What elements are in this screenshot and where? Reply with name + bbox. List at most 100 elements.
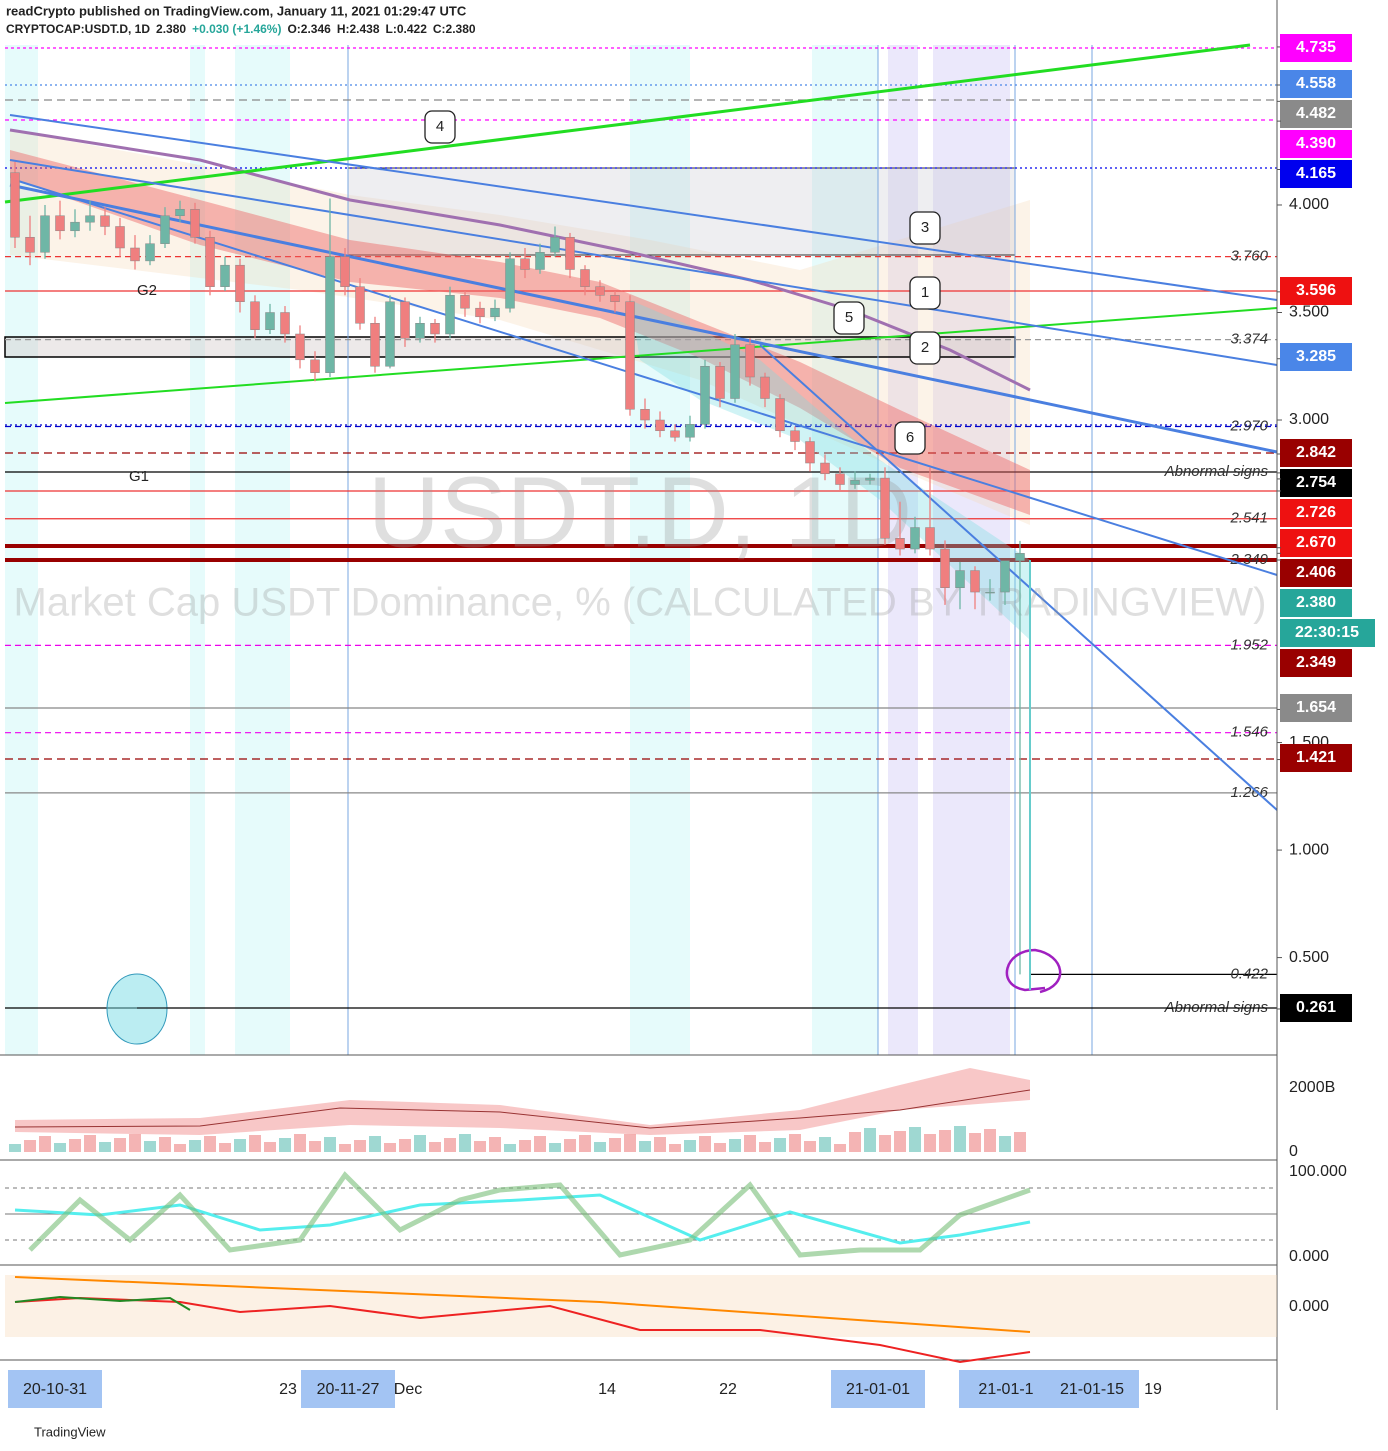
footer: TradingView bbox=[34, 1424, 106, 1439]
header-symbol: CRYPTOCAP:USDT.D, 1D bbox=[6, 22, 150, 36]
candle-body bbox=[55, 215, 65, 232]
ema-ribbon bbox=[10, 150, 1030, 515]
trend-line bbox=[14, 179, 1278, 576]
callout bbox=[833, 301, 865, 335]
volume-bar bbox=[924, 1134, 936, 1152]
axis-bg bbox=[1277, 0, 1388, 1451]
volume-bar bbox=[864, 1128, 876, 1152]
level-label: 0.422 bbox=[1230, 965, 1268, 982]
candle-body bbox=[625, 301, 635, 410]
candle-body bbox=[85, 215, 95, 223]
x-tick-label: 21-01-01 bbox=[846, 1381, 910, 1398]
callout-label: 3 bbox=[921, 219, 929, 236]
x-tick-label: 21-01-1 bbox=[978, 1381, 1033, 1398]
trend-line bbox=[759, 344, 1278, 811]
candle-body bbox=[535, 252, 545, 270]
callout-label: 2 bbox=[921, 339, 929, 356]
candle-body bbox=[700, 366, 710, 425]
level-label: 3.760 bbox=[1230, 248, 1268, 265]
volume-bar bbox=[264, 1142, 276, 1152]
candle-body bbox=[790, 430, 800, 442]
volume-bar bbox=[384, 1143, 396, 1152]
volume-bar bbox=[894, 1131, 906, 1152]
candle-body bbox=[415, 322, 425, 339]
ema-ribbon-cyan bbox=[630, 300, 1030, 640]
volume-bar bbox=[699, 1136, 711, 1152]
volume-bar bbox=[684, 1140, 696, 1152]
price-label: 2.842 bbox=[1296, 444, 1336, 461]
volume-bar bbox=[969, 1133, 981, 1152]
candle-body bbox=[205, 236, 215, 287]
pane-tick-label: 2000B bbox=[1289, 1079, 1335, 1096]
volume-bar bbox=[24, 1140, 36, 1152]
candle-body bbox=[985, 591, 995, 594]
stoch-line bbox=[14, 1193, 1031, 1245]
candle-body bbox=[100, 215, 110, 227]
y-tick-label: 0.500 bbox=[1289, 949, 1329, 966]
volume-bar bbox=[174, 1144, 186, 1152]
volume-bar bbox=[594, 1142, 606, 1152]
candle-body bbox=[520, 258, 530, 270]
annotation: Abnormal signs bbox=[1164, 463, 1269, 480]
price-label-box bbox=[1280, 160, 1352, 188]
candle-body bbox=[490, 307, 500, 318]
candle-body bbox=[385, 301, 395, 367]
volume-bar bbox=[639, 1141, 651, 1152]
price-label-box bbox=[1280, 277, 1352, 305]
header-h: H:2.438 bbox=[337, 22, 380, 36]
x-tick-label: 22 bbox=[719, 1381, 737, 1398]
date-box bbox=[1045, 1370, 1139, 1408]
candle-body bbox=[190, 209, 200, 238]
candle-body bbox=[70, 221, 80, 232]
price-label-box bbox=[1280, 130, 1352, 158]
volume-bar bbox=[339, 1144, 351, 1152]
price-label-box bbox=[1280, 744, 1352, 772]
volume-bar bbox=[369, 1136, 381, 1152]
volume-bar bbox=[504, 1144, 516, 1152]
price-label-box bbox=[1280, 559, 1352, 587]
watermark-subtitle: Market Cap USDT Dominance, % (CALCULATED… bbox=[14, 581, 1267, 625]
header-l: L:0.422 bbox=[386, 22, 428, 36]
candle-body bbox=[250, 301, 260, 330]
candle-body bbox=[970, 570, 980, 593]
volume-bar bbox=[489, 1137, 501, 1152]
level-label: 3.374 bbox=[1230, 331, 1268, 348]
volume-ma bbox=[14, 1089, 1031, 1129]
callout bbox=[909, 211, 941, 245]
volume-bar bbox=[714, 1143, 726, 1152]
candle-body bbox=[145, 243, 155, 262]
candle-body bbox=[175, 209, 185, 216]
price-label: 0.261 bbox=[1296, 999, 1336, 1016]
x-tick-label: 20-10-31 bbox=[23, 1381, 87, 1398]
y-tick-label: 3.500 bbox=[1289, 304, 1329, 321]
candle-body bbox=[865, 477, 875, 481]
callout-label: 5 bbox=[845, 309, 853, 326]
volume-bar bbox=[249, 1135, 261, 1152]
volume-bar bbox=[99, 1142, 111, 1152]
candle-body bbox=[550, 236, 560, 253]
volume-bar bbox=[624, 1134, 636, 1152]
candle-body bbox=[265, 312, 275, 330]
candle-body bbox=[130, 247, 140, 262]
candle-body bbox=[775, 398, 785, 432]
price-label-box bbox=[1280, 529, 1352, 557]
candle-body bbox=[730, 344, 740, 399]
callout-label: 4 bbox=[436, 118, 444, 135]
pane-tick-label: 0.000 bbox=[1289, 1248, 1329, 1265]
date-box bbox=[959, 1370, 1053, 1408]
candle-body bbox=[685, 424, 695, 438]
volume-bar bbox=[729, 1139, 741, 1152]
volume-bar bbox=[234, 1139, 246, 1152]
volume-bar bbox=[879, 1135, 891, 1152]
candle-body bbox=[610, 295, 620, 302]
candle-body bbox=[310, 359, 320, 373]
x-tick-label: 23 bbox=[279, 1381, 297, 1398]
volume-bar bbox=[834, 1144, 846, 1152]
volume-bar bbox=[549, 1143, 561, 1152]
candle-body bbox=[805, 441, 815, 464]
level-label: 1.546 bbox=[1230, 724, 1268, 741]
osc-line-green bbox=[14, 1295, 191, 1311]
volume-bar bbox=[54, 1143, 66, 1152]
price-label-box bbox=[1280, 469, 1352, 497]
volume-bar bbox=[759, 1142, 771, 1152]
